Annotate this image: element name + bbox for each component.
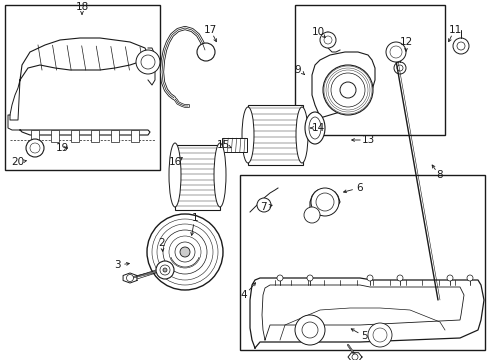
Circle shape [339, 82, 355, 98]
Circle shape [324, 36, 331, 44]
Circle shape [302, 322, 317, 338]
Text: 12: 12 [399, 37, 412, 47]
Text: 10: 10 [311, 27, 324, 37]
Circle shape [257, 198, 270, 212]
Text: 7: 7 [259, 202, 266, 212]
Circle shape [323, 65, 372, 115]
Circle shape [156, 261, 174, 279]
Circle shape [396, 65, 402, 71]
Circle shape [351, 354, 357, 360]
Text: 1: 1 [191, 213, 198, 223]
Circle shape [163, 230, 206, 274]
Text: 13: 13 [361, 135, 374, 145]
Circle shape [160, 265, 170, 275]
Circle shape [26, 139, 44, 157]
Circle shape [315, 193, 333, 211]
Bar [240, 175, 484, 350]
Text: 17: 17 [203, 25, 216, 35]
Circle shape [466, 275, 472, 281]
Text: 14: 14 [311, 123, 324, 133]
Circle shape [141, 55, 155, 69]
Ellipse shape [295, 107, 307, 163]
Circle shape [294, 315, 325, 345]
Text: 3: 3 [113, 260, 120, 270]
Bar [175, 145, 220, 210]
Ellipse shape [169, 143, 181, 207]
Circle shape [175, 242, 195, 262]
Bar [71, 130, 79, 142]
Text: 4: 4 [240, 290, 247, 300]
Ellipse shape [242, 107, 253, 163]
Ellipse shape [214, 143, 225, 207]
Circle shape [367, 323, 391, 347]
Circle shape [276, 275, 283, 281]
Circle shape [169, 236, 201, 268]
Circle shape [180, 247, 190, 257]
Circle shape [304, 207, 319, 223]
Bar [5, 5, 160, 170]
Text: 5: 5 [361, 331, 367, 341]
Circle shape [136, 50, 160, 74]
Circle shape [446, 275, 452, 281]
Circle shape [157, 224, 213, 280]
Text: 8: 8 [436, 170, 443, 180]
Bar [91, 130, 99, 142]
Circle shape [30, 143, 40, 153]
Bar [111, 130, 119, 142]
Circle shape [452, 38, 468, 54]
Ellipse shape [305, 112, 325, 144]
Text: 19: 19 [55, 143, 68, 153]
Text: 9: 9 [294, 65, 301, 75]
Bar [294, 5, 444, 135]
Bar [247, 105, 303, 165]
Circle shape [319, 32, 335, 48]
Circle shape [366, 275, 372, 281]
Circle shape [389, 46, 401, 58]
Bar [222, 138, 246, 152]
Circle shape [385, 42, 405, 62]
Bar [51, 130, 59, 142]
Text: 18: 18 [75, 2, 88, 12]
Ellipse shape [308, 117, 320, 139]
Text: 6: 6 [356, 183, 363, 193]
Circle shape [152, 219, 218, 285]
Text: 2: 2 [159, 238, 165, 248]
Circle shape [126, 274, 133, 282]
Bar [31, 130, 39, 142]
Circle shape [456, 42, 464, 50]
Circle shape [396, 275, 402, 281]
Text: 16: 16 [168, 157, 181, 167]
Circle shape [197, 43, 215, 61]
Circle shape [306, 275, 312, 281]
Bar [131, 130, 139, 142]
Text: 20: 20 [11, 157, 24, 167]
Circle shape [330, 73, 364, 107]
Circle shape [393, 62, 405, 74]
Text: 15: 15 [216, 140, 229, 150]
Circle shape [147, 214, 223, 290]
Circle shape [163, 268, 167, 272]
Circle shape [310, 188, 338, 216]
Circle shape [372, 328, 386, 342]
Text: 11: 11 [447, 25, 461, 35]
